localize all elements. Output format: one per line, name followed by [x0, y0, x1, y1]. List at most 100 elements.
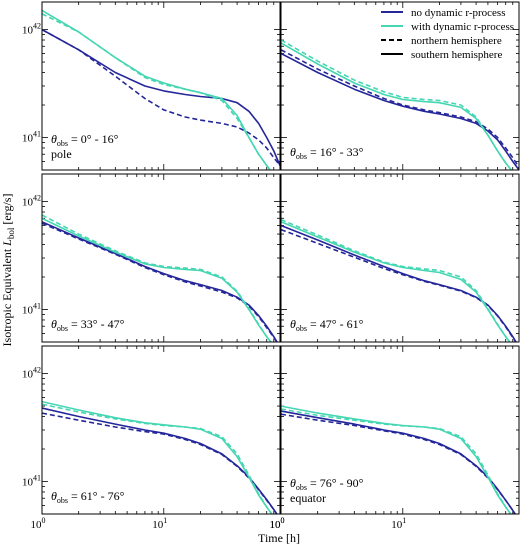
series-line-1 — [281, 410, 517, 514]
panel-frame — [41, 345, 281, 515]
angle-range: = 61° - 76° — [68, 489, 125, 503]
y-tick-label: 1042 — [22, 22, 41, 37]
y-tick-base: 10 — [22, 133, 34, 145]
series-line-4 — [42, 13, 272, 170]
y-tick-base: 10 — [22, 25, 34, 37]
series-group — [281, 39, 519, 170]
x-tick-exp: 1 — [163, 516, 167, 525]
legend-label: southern hemisphere — [411, 49, 502, 61]
x-tick-exp: 0 — [281, 516, 285, 525]
x-tick-label: 101 — [152, 516, 167, 531]
angle-range: = 76° - 90° — [307, 476, 364, 490]
chart-panel-2: θobs = 16° - 33° — [280, 1, 520, 171]
angle-symbol: θ — [51, 317, 57, 331]
x-tick-label: 100 — [270, 516, 285, 531]
legend-label: northern hemisphere — [411, 35, 502, 47]
panel-angle-label: θobs = 47° - 61° — [290, 317, 364, 333]
chart-panel-4: θobs = 47° - 61° — [280, 173, 520, 343]
legend-item-2: with dynamic r-process — [381, 21, 514, 33]
y-axis-label-symbol: L — [0, 239, 14, 247]
y-tick-label: 1041 — [22, 302, 41, 317]
x-tick-base: 10 — [31, 519, 43, 531]
y-axis-label: Isotropic Equivalent Lbol [erg/s] — [0, 194, 16, 347]
y-tick-label: 1041 — [22, 130, 41, 145]
panel-angle-label: θobs = 0° - 16° — [51, 132, 119, 148]
angle-symbol: θ — [290, 476, 296, 490]
y-axis-label-unit: [erg/s] — [0, 194, 14, 228]
y-tick-base: 10 — [22, 305, 34, 317]
angle-subscript: obs — [296, 324, 307, 333]
legend: no dynamic r-process with dynamic r-proce… — [381, 7, 514, 61]
angle-symbol: θ — [51, 132, 57, 146]
series-group — [42, 9, 280, 170]
x-tick-label: 101 — [391, 516, 406, 531]
series-group — [281, 405, 517, 514]
legend-item-4: southern hemisphere — [381, 49, 502, 61]
series-line-2 — [281, 228, 517, 342]
angle-symbol: θ — [51, 489, 57, 503]
x-tick-label: 100 — [31, 516, 46, 531]
x-tick-base: 10 — [270, 519, 282, 531]
series-line-2 — [42, 222, 278, 342]
series-line-1 — [42, 28, 280, 166]
series-line-3 — [42, 217, 272, 342]
y-tick-label: 1042 — [22, 366, 41, 381]
x-tick-base: 10 — [152, 519, 164, 531]
panel-frame — [280, 173, 520, 343]
y-tick-exp: 41 — [33, 302, 41, 311]
series-line-1 — [42, 407, 278, 514]
angle-symbol: θ — [290, 145, 296, 159]
y-axis-label-text: Isotropic Equivalent — [0, 246, 14, 347]
y-tick-exp: 41 — [33, 130, 41, 139]
series-line-4 — [281, 218, 511, 342]
series-group — [42, 214, 278, 342]
angle-symbol: θ — [290, 317, 296, 331]
panel-frame — [41, 1, 281, 171]
angle-subscript: obs — [57, 324, 68, 333]
y-axis-label-subscript: bol — [6, 227, 16, 239]
panel-frame — [280, 345, 520, 515]
series-line-4 — [42, 403, 273, 514]
legend-label: no dynamic r-process — [411, 7, 505, 19]
panel-angle-label: θobs = 33° - 47° — [51, 317, 125, 333]
legend-label: with dynamic r-process — [411, 21, 514, 33]
angle-range: = 33° - 47° — [68, 317, 125, 331]
panel-region-label: equator — [290, 491, 326, 505]
series-line-3 — [42, 9, 272, 170]
angle-subscript: obs — [296, 152, 307, 161]
y-tick-exp: 42 — [33, 366, 41, 375]
angle-range: = 16° - 33° — [307, 145, 364, 159]
panel-angle-label: θobs = 61° - 76° — [51, 489, 125, 505]
y-tick-base: 10 — [22, 369, 34, 381]
panel-angle-label: θobs = 76° - 90° — [290, 476, 364, 492]
angle-range: = 47° - 61° — [307, 317, 364, 331]
angle-subscript: obs — [57, 496, 68, 505]
x-tick-exp: 0 — [42, 516, 46, 525]
x-tick-exp: 0 — [281, 516, 285, 525]
series-line-2 — [42, 28, 280, 166]
x-tick-exp: 1 — [402, 516, 406, 525]
series-line-4 — [281, 39, 513, 170]
angle-subscript: obs — [296, 483, 307, 492]
series-line-4 — [281, 408, 512, 514]
y-tick-label: 1041 — [22, 474, 41, 489]
x-tick-base: 10 — [391, 519, 403, 531]
x-tick-label: 100 — [270, 516, 285, 531]
y-tick-label: 1042 — [22, 194, 41, 209]
x-axis-label: Time [h] — [258, 531, 300, 545]
series-group — [42, 400, 278, 514]
y-tick-base: 10 — [22, 197, 34, 209]
series-line-1 — [281, 52, 519, 170]
y-tick-exp: 41 — [33, 474, 41, 483]
panel-frame — [280, 1, 520, 171]
panel-frame — [41, 173, 281, 343]
legend-item-3: northern hemisphere — [381, 35, 502, 47]
angle-range: = 0° - 16° — [68, 132, 119, 146]
series-group — [281, 218, 517, 342]
